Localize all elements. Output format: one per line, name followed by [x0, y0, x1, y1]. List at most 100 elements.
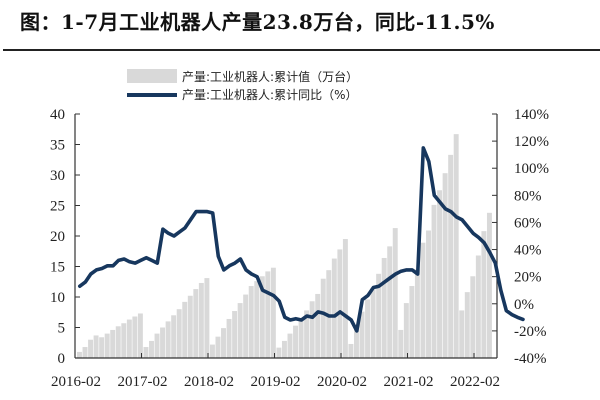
bar-series-cumulative-output — [77, 134, 492, 358]
title-rule — [3, 49, 600, 51]
bar — [232, 311, 238, 358]
bar — [320, 278, 326, 358]
bar — [470, 276, 476, 358]
bar — [331, 258, 337, 358]
bar — [137, 313, 143, 358]
bar — [392, 228, 398, 358]
right-axis-tick-label: 40% — [514, 243, 542, 259]
bar — [309, 301, 315, 358]
bar — [409, 286, 415, 358]
bar — [121, 323, 127, 358]
bar — [398, 329, 404, 358]
bar — [475, 255, 481, 358]
bar — [403, 303, 409, 358]
bar — [259, 276, 265, 358]
bar — [149, 340, 154, 358]
right-axis-tick-label: 0% — [514, 297, 534, 313]
axes: 0 5 10 15 20 25 30 35 40 -40% -20% 0% 20% 40% 60% 80% 10… — [50, 107, 549, 390]
left-axis-tick-label: 15 — [50, 260, 65, 276]
bar — [182, 301, 188, 358]
right-axis-tick-label: -20% — [514, 324, 547, 340]
bar — [293, 325, 298, 358]
bar — [437, 190, 443, 358]
bar — [160, 327, 166, 358]
bar — [126, 319, 132, 358]
bar — [304, 310, 310, 358]
x-axis-tick-label: 2016-02 — [51, 374, 101, 390]
bar — [165, 321, 171, 358]
chart-title: 图：1-7月工业机器人产量23.8万台，同比-11.5% — [20, 10, 495, 34]
bar — [143, 347, 149, 358]
bar — [481, 231, 487, 358]
legend: 产量:工业机器人:累计值（万台） 产量:工业机器人:累计同比（%） — [127, 69, 358, 102]
bar — [265, 271, 271, 358]
bar — [370, 287, 376, 358]
bar — [376, 273, 382, 358]
legend-swatch-bar — [127, 69, 177, 83]
left-axis-tick-label: 30 — [50, 168, 65, 184]
bar — [342, 239, 348, 358]
right-axis-tick-label: 60% — [514, 215, 542, 231]
bar — [209, 344, 215, 358]
bar — [337, 249, 343, 358]
bar — [414, 269, 420, 358]
bar — [88, 339, 94, 358]
right-axis-tick-label: -40% — [514, 351, 547, 367]
bar — [270, 267, 276, 358]
bar — [486, 212, 492, 358]
bar — [99, 337, 105, 358]
left-axis-tick-label: 20 — [50, 229, 65, 245]
bar — [354, 328, 359, 358]
left-axis-tick-label: 0 — [58, 351, 66, 367]
bar — [237, 303, 243, 358]
bar — [453, 134, 459, 358]
left-axis-tick-label: 40 — [50, 107, 65, 123]
bar — [298, 318, 304, 358]
bar — [431, 204, 437, 358]
bar — [276, 347, 282, 358]
bar — [315, 293, 321, 358]
bar — [93, 335, 99, 358]
right-axis-tick-label: 100% — [514, 161, 549, 177]
left-axis-tick-label: 5 — [58, 321, 66, 337]
bar — [104, 333, 110, 358]
bar — [193, 289, 199, 358]
left-axis-tick-label: 35 — [50, 138, 65, 154]
bar — [110, 329, 116, 358]
x-axis-tick-label: 2022-02 — [450, 374, 500, 390]
bar — [187, 295, 193, 358]
right-axis-tick-label: 80% — [514, 188, 542, 204]
x-axis-tick-label: 2018-02 — [184, 374, 234, 390]
bar — [171, 315, 177, 358]
bar — [381, 257, 387, 358]
bar — [154, 333, 160, 358]
bar — [464, 292, 470, 358]
right-axis-tick-label: 120% — [514, 134, 549, 150]
line-series-yoy — [78, 146, 525, 333]
right-axis-tick-label: 20% — [514, 270, 542, 286]
bar — [287, 333, 293, 358]
bar — [204, 278, 210, 358]
left-axis-tick-label: 25 — [50, 199, 65, 215]
bar — [226, 318, 232, 358]
bar — [215, 336, 221, 358]
bar — [348, 343, 354, 358]
bar — [281, 340, 287, 358]
right-axis-tick-label: 140% — [514, 107, 549, 123]
bar — [248, 286, 254, 358]
bar — [82, 347, 88, 358]
bar — [442, 173, 448, 358]
bar — [176, 309, 182, 358]
bar — [243, 294, 249, 358]
bar — [448, 154, 454, 358]
bar — [221, 328, 226, 358]
bar — [115, 326, 121, 358]
bar — [365, 299, 371, 358]
bar — [77, 351, 82, 358]
bar — [420, 242, 426, 358]
bar — [359, 311, 365, 358]
x-axis-tick-label: 2017-02 — [118, 374, 168, 390]
bar — [254, 281, 260, 358]
bar — [459, 310, 465, 358]
